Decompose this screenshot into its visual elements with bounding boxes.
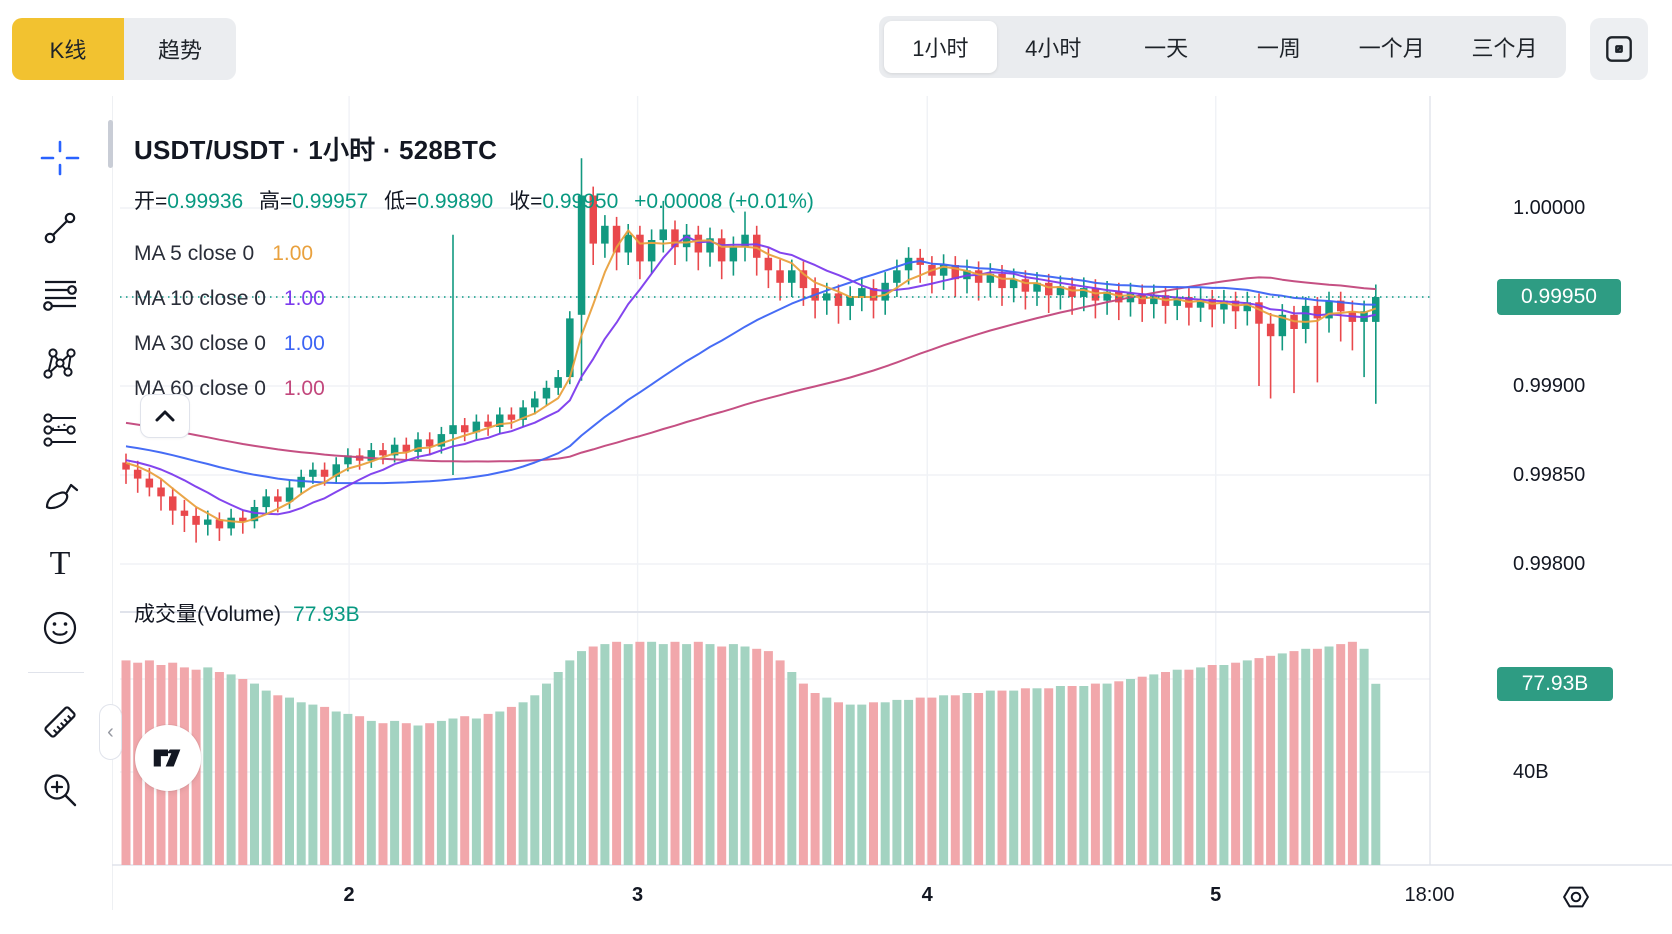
price-axis-label: 1.00000 <box>1513 197 1586 219</box>
timeframe-tab-4[interactable]: 一个月 <box>1358 36 1425 61</box>
chevron-left-icon: ‹ <box>107 720 114 743</box>
volume-axis-label: 40B <box>1513 761 1549 783</box>
fullscreen-icon <box>1606 36 1632 62</box>
chart-type-tab-1[interactable]: 趋势 <box>124 18 236 80</box>
chart-legend: USDT/USDT · 1小时 · 528BTC 开=0.99936 高=0.9… <box>134 130 814 411</box>
ma-legend-row-0: MA 5 close 0 1.00 <box>134 231 814 276</box>
tradingview-logo[interactable] <box>135 725 201 791</box>
chart-title: USDT/USDT · 1小时 · 528BTC <box>134 135 498 165</box>
ma-value: 1.00 <box>272 241 314 265</box>
volume-label: 成交量(Volume) <box>134 603 282 626</box>
price-axis-label: 0.99900 <box>1513 375 1586 397</box>
emoji-tool[interactable] <box>40 608 80 648</box>
ruler-tool[interactable] <box>40 702 80 742</box>
ohlc-row: 开=0.99936 高=0.99957 低=0.99890 收=0.99950 … <box>134 185 814 215</box>
timeframe-tab-2[interactable]: 一天 <box>1144 36 1189 61</box>
ma-legend-row-2: MA 30 close 0 1.00 <box>134 321 814 366</box>
close-label: 收= <box>509 190 543 213</box>
open-value: 0.99936 <box>167 190 244 213</box>
zoom-in-tool[interactable] <box>40 770 80 810</box>
close-value: 0.99950 <box>542 190 619 213</box>
volume-value: 77.93B <box>293 603 360 626</box>
low-label: 低= <box>384 190 418 213</box>
time-axis-label: 2 <box>343 884 355 906</box>
time-axis-label: 4 <box>921 884 933 906</box>
pattern-tool[interactable] <box>40 342 80 382</box>
collapse-legend-button[interactable] <box>140 394 190 438</box>
drawing-toolbar: T <box>0 96 112 934</box>
ma-value: 1.00 <box>283 376 325 400</box>
tradingview-icon <box>153 749 181 767</box>
text-tool[interactable]: T <box>40 543 80 583</box>
gear-icon <box>1563 886 1589 908</box>
chart-type-switch: K线 趋势 <box>12 18 236 80</box>
timeframe-switch: 1小时 4小时 一天 一周 一个月 三个月 <box>879 16 1566 78</box>
current-volume-badge: 77.93B <box>1497 666 1613 701</box>
high-value: 0.99957 <box>292 190 369 213</box>
current-price-badge: 0.99950 <box>1497 279 1621 315</box>
timeframe-tab-1[interactable]: 4小时 <box>1025 36 1082 61</box>
channel-tool[interactable] <box>40 410 80 450</box>
chevron-up-icon <box>155 410 175 422</box>
timeframe-tab-3[interactable]: 一周 <box>1256 36 1301 61</box>
time-axis-label: 3 <box>632 884 644 906</box>
pane-collapse-handle[interactable]: ‹ <box>99 704 122 760</box>
open-label: 开= <box>134 190 168 213</box>
horizontal-lines-tool[interactable] <box>40 275 80 315</box>
ma-label: MA 30 close 0 <box>134 331 266 355</box>
toolbar-border <box>112 96 113 910</box>
ma-value: 1.00 <box>283 331 325 355</box>
change-value: +0.00008 (+0.01%) <box>634 190 814 213</box>
timeframe-tab-5[interactable]: 三个月 <box>1471 36 1538 61</box>
crosshair-tool[interactable] <box>40 138 80 178</box>
ma-legend-row-3: MA 60 close 0 1.00 <box>134 366 814 411</box>
volume-legend: 成交量(Volume) 77.93B <box>134 598 360 628</box>
fullscreen-button[interactable] <box>1590 18 1648 80</box>
toolbar-scrollbar[interactable] <box>108 120 113 168</box>
timeframe-tab-0[interactable]: 1小时 <box>884 21 997 73</box>
trend-line-tool[interactable] <box>40 208 80 248</box>
price-axis-label: 0.99850 <box>1513 464 1586 486</box>
ma-legend: MA 5 close 0 1.00 MA 10 close 0 1.00 MA 30 c… <box>134 231 814 411</box>
settings-button[interactable] <box>1557 878 1595 916</box>
ma-legend-row-1: MA 10 close 0 1.00 <box>134 276 814 321</box>
svg-text:T: T <box>50 545 71 582</box>
toolbar-divider <box>28 672 84 673</box>
time-axis-label: 18:00 <box>1404 884 1455 906</box>
low-value: 0.99890 <box>417 190 494 213</box>
time-axis-label: 5 <box>1210 884 1222 906</box>
ma-label: MA 10 close 0 <box>134 286 266 310</box>
ma-value: 1.00 <box>283 286 325 310</box>
brush-tool[interactable] <box>40 477 80 517</box>
high-label: 高= <box>259 190 293 213</box>
ma-label: MA 60 close 0 <box>134 376 266 400</box>
price-axis-label: 0.99800 <box>1513 553 1586 575</box>
ma-label: MA 5 close 0 <box>134 241 255 265</box>
chart-type-tab-0[interactable]: K线 <box>12 18 124 80</box>
